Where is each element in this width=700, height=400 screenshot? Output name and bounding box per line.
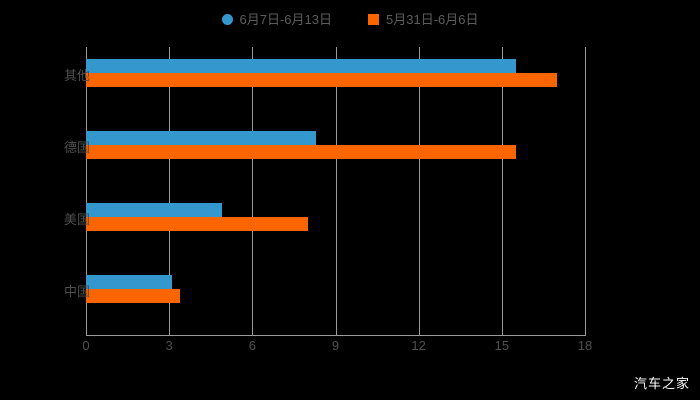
x-axis-tick [335,330,337,336]
y-axis-category-label: 其他 [63,68,90,83]
legend-item-blue[interactable]: 6月7日-6月13日 [221,11,332,27]
x-axis-tick [501,330,503,336]
x-axis-tick-label: 3 [165,338,173,353]
bar-1[interactable] [86,289,181,303]
gridline [86,47,87,335]
gridline [418,47,420,335]
watermark: 汽车之家 [633,376,690,391]
x-axis-tick-label: 0 [82,338,90,353]
gridline [501,47,503,335]
x-axis-tick [418,330,420,336]
gridline [252,47,254,335]
x-axis-tick [169,330,171,336]
x-axis-tick [86,330,87,336]
bar-1[interactable] [86,217,308,231]
legend-label-blue: 6月7日-6月13日 [239,11,332,27]
y-axis-category-label: 中国 [63,284,90,299]
bar-0[interactable] [86,131,317,145]
legend-item-orange[interactable]: 5月31日-6月6日 [368,13,478,26]
gridline [169,47,171,335]
y-axis-category-label: 德国 [63,140,90,155]
y-axis-category-label: 美国 [63,212,90,227]
x-axis-tick-label: 6 [248,338,256,353]
bar-0[interactable] [86,275,172,289]
x-axis-tick-label: 12 [411,338,426,353]
legend-label-orange: 5月31日-6月6日 [386,11,479,27]
x-axis-tick [252,330,254,336]
bar-0[interactable] [86,59,516,73]
bar-1[interactable] [86,73,558,87]
gridline [585,47,586,335]
legend-marker-circle-icon [221,13,233,25]
x-axis-tick-label: 15 [494,338,510,353]
legend-marker-square-icon [368,13,379,25]
plot-area [86,47,586,335]
x-axis-tick-label: 9 [331,338,340,353]
gridline [335,47,337,335]
x-axis-tick [585,330,586,336]
bar-0[interactable] [86,203,222,217]
x-axis-tick-label: 18 [577,338,593,353]
bar-1[interactable] [86,145,516,159]
chart-legend: 6月7日-6月13日 5月31日-6月6日 [0,8,700,30]
